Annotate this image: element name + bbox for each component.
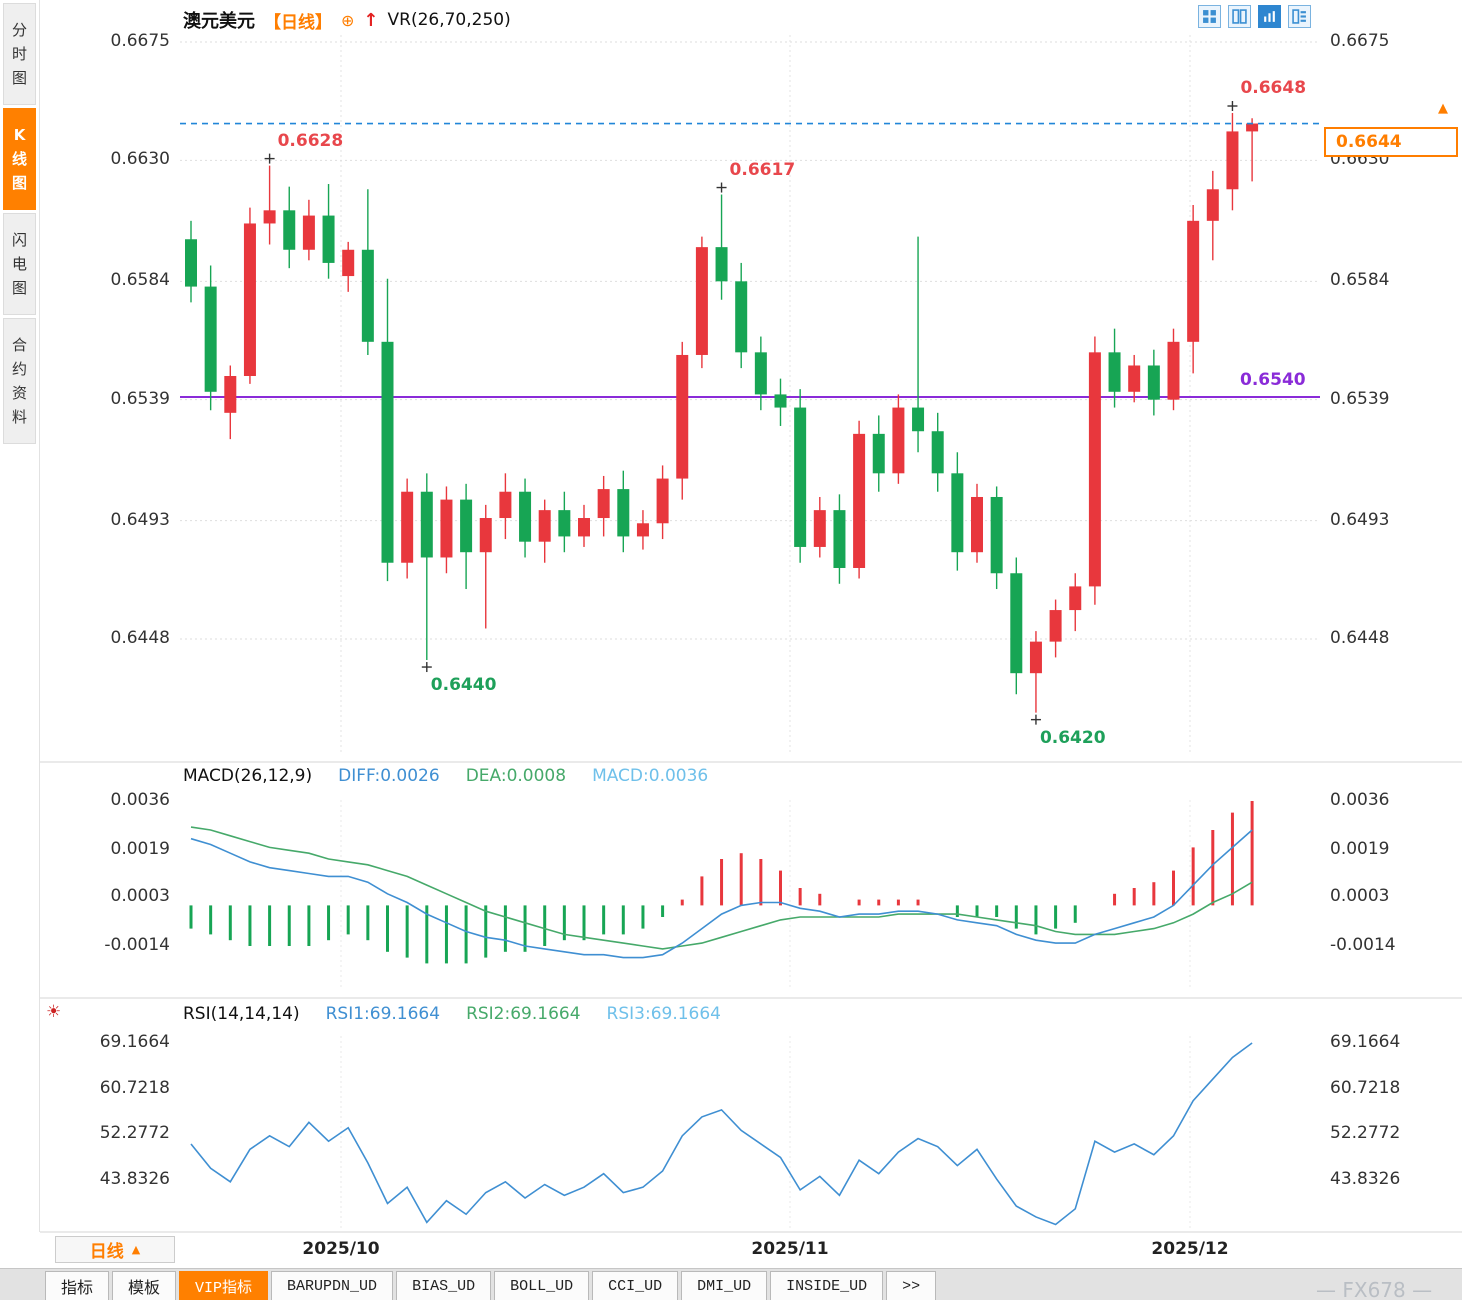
- left-sidebar: 分时图 K线图 闪电图 合约资料: [0, 0, 40, 1232]
- rsi-header: RSI(14,14,14) RSI1:69.1664 RSI2:69.1664 …: [183, 1004, 721, 1024]
- bottom-tab-dmi-ud[interactable]: DMI_UD: [681, 1271, 768, 1300]
- period-tag[interactable]: 【日线】: [264, 12, 332, 33]
- sidebar-tab-label: K线图: [11, 126, 27, 192]
- split-glyph: [1292, 9, 1306, 24]
- bars-glyph: [1264, 11, 1275, 22]
- grid-glyph: [1203, 10, 1216, 23]
- macd-title: MACD(26,12,9): [183, 766, 313, 786]
- bottom-tab-cci-ud[interactable]: CCI_UD: [592, 1271, 679, 1300]
- chart-layout-toolbar: [1198, 5, 1311, 28]
- sidebar-tab-contract-info[interactable]: 合约资料: [3, 318, 36, 444]
- indicator-tab-bar: 指标 模板 VIP指标 BARUPDN_UD BIAS_UD BOLL_UD CCI_UD D…: [0, 1268, 1462, 1300]
- rsi-settings-icon[interactable]: ☀: [46, 1002, 62, 1022]
- layout-grid-icon[interactable]: [1198, 5, 1221, 28]
- x-axis-label-nov: 2025/11: [751, 1239, 829, 1259]
- chart-header: 澳元美元 【日线】 ⊕ ↑ VR(26,70,250): [183, 7, 511, 33]
- macd-dea-legend: DEA:0.0008: [465, 766, 567, 786]
- macd-value-legend: MACD:0.0036: [592, 766, 709, 786]
- sidebar-tab-label: 分时图: [11, 21, 27, 87]
- bottom-tab-bias-ud[interactable]: BIAS_UD: [396, 1271, 492, 1300]
- x-axis-label-oct: 2025/10: [302, 1239, 380, 1259]
- sidebar-tab-label: 合约资料: [11, 336, 27, 426]
- macd-header: MACD(26,12,9) DIFF:0.0026 DEA:0.0008 MAC…: [183, 766, 708, 786]
- symbol-name: 澳元美元: [183, 11, 255, 32]
- layout-columns-icon[interactable]: [1228, 5, 1251, 28]
- columns-glyph: [1232, 9, 1247, 24]
- up-arrow-icon: ↑: [363, 9, 379, 31]
- x-axis-label-dec: 2025/12: [1151, 1239, 1229, 1259]
- sidebar-tab-kline-chart[interactable]: K线图: [3, 108, 36, 210]
- rsi1-legend: RSI1:69.1664: [325, 1004, 441, 1024]
- macd-diff-legend: DIFF:0.0026: [338, 766, 440, 786]
- bottom-tab-[interactable]: 指标: [45, 1271, 110, 1300]
- rsi3-legend: RSI3:69.1664: [606, 1004, 721, 1024]
- sidebar-tab-time-chart[interactable]: 分时图: [3, 3, 36, 105]
- bottom-tab-[interactable]: >>: [886, 1271, 937, 1300]
- bottom-tab-vip[interactable]: VIP指标: [179, 1271, 269, 1300]
- last-price-box: 0.6644: [1324, 127, 1458, 157]
- layout-chart-icon[interactable]: [1258, 5, 1281, 28]
- sidebar-tab-lightning-chart[interactable]: 闪电图: [3, 213, 36, 315]
- overlay-indicator-label: VR(26,70,250): [387, 10, 511, 30]
- sidebar-tab-label: 闪电图: [11, 231, 27, 297]
- bottom-tab-boll-ud[interactable]: BOLL_UD: [494, 1271, 590, 1300]
- period-selector[interactable]: 日线 ▲: [55, 1236, 175, 1263]
- bottom-tab-barupdn-ud[interactable]: BARUPDN_UD: [271, 1271, 394, 1300]
- jump-to-latest-icon[interactable]: ▲: [1438, 101, 1448, 116]
- period-label: 日线: [89, 1242, 124, 1262]
- rsi2-legend: RSI2:69.1664: [466, 1004, 581, 1024]
- bottom-tab-[interactable]: 模板: [112, 1271, 177, 1300]
- chevron-up-icon: ▲: [131, 1243, 141, 1256]
- bottom-tab-inside-ud[interactable]: INSIDE_UD: [770, 1271, 884, 1300]
- support-line-label: 0.6540: [1240, 370, 1306, 390]
- add-indicator-icon[interactable]: ⊕: [341, 10, 355, 30]
- rsi-title: RSI(14,14,14): [183, 1004, 300, 1024]
- layout-split-icon[interactable]: [1288, 5, 1311, 28]
